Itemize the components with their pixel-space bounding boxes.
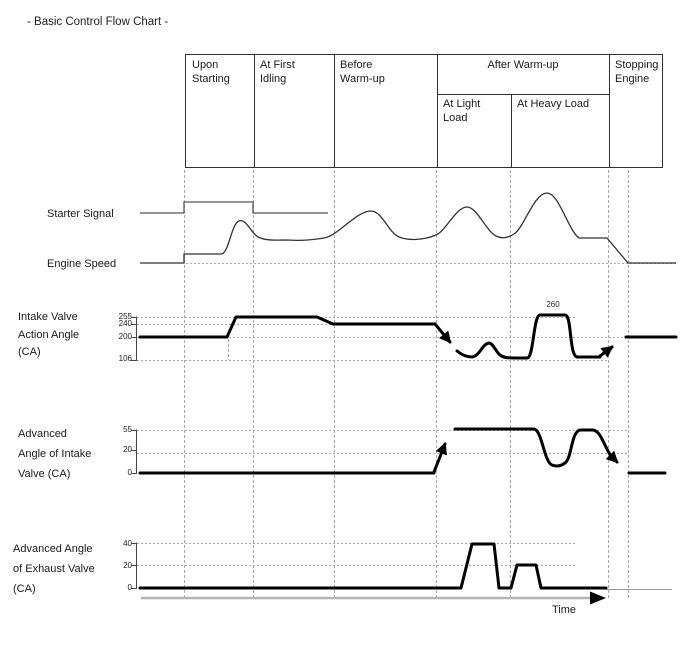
advance-intake-ticks xyxy=(131,430,136,474)
table-divider xyxy=(254,55,255,167)
phase-table: Upon Starting At First Idling Before War… xyxy=(185,54,663,168)
tick-0-intake: 0 xyxy=(127,468,132,477)
phase-at-first-idling: At First Idling xyxy=(260,59,295,85)
phase-before-warm-up: Before Warm-up xyxy=(340,59,385,85)
label-line: (CA) xyxy=(18,346,41,358)
advance-intake-label: Advanced Angle of Intake Valve (CA) xyxy=(18,424,91,484)
advance-exhaust-label: Advanced Angle of Exhaust Valve (CA) xyxy=(13,539,95,599)
tick-55: 55 xyxy=(123,425,132,434)
table-divider xyxy=(334,55,335,167)
engine-speed-label: Engine Speed xyxy=(47,258,117,270)
label-line: Action Angle xyxy=(18,328,80,341)
intake-action-trace xyxy=(138,313,678,360)
advance-exhaust-trace xyxy=(138,542,608,590)
label-line: Intake Valve xyxy=(18,311,78,323)
label-line: Angle of Intake xyxy=(18,448,92,460)
advance-intake-trace xyxy=(138,427,667,475)
advance-intake-rise-arrow xyxy=(432,442,447,474)
tick-240: 240 xyxy=(118,319,132,328)
time-axis xyxy=(141,591,606,605)
tick-106: 106 xyxy=(118,354,132,363)
peak-260-annotation: 260 xyxy=(546,300,560,309)
table-divider xyxy=(511,94,512,167)
time-axis-arrow-icon xyxy=(590,591,606,605)
tick-0-exhaust: 0 xyxy=(127,583,132,592)
starter-signal-label: Starter Signal xyxy=(47,208,114,220)
tick-20-exhaust: 20 xyxy=(123,561,132,570)
table-divider xyxy=(609,55,610,167)
intake-action-angle-label: Intake Valve Action Angle (CA) xyxy=(18,309,79,362)
phase-at-heavy-load: At Heavy Load xyxy=(517,98,590,110)
intake-drop-arrow xyxy=(433,322,452,344)
y-axes xyxy=(131,316,137,589)
tick-40: 40 xyxy=(123,539,132,548)
tick-255: 255 xyxy=(118,312,132,321)
time-axis-label: Time xyxy=(552,604,577,616)
phase-at-light-load: At Light Load xyxy=(443,98,481,124)
intake-action-low-and-peak xyxy=(455,313,602,360)
advance-intake-plateau xyxy=(453,427,613,468)
phase-upon-starting: Upon Starting xyxy=(192,59,230,85)
page-title: - Basic Control Flow Chart - xyxy=(27,16,169,28)
intake-rise-arrow xyxy=(598,345,614,358)
intake-action-main xyxy=(138,315,437,339)
label-line: Advanced xyxy=(18,428,67,440)
tick-20-intake: 20 xyxy=(123,445,132,454)
advance-intake-fall-arrow xyxy=(605,450,619,464)
advance-exhaust-ticks xyxy=(131,543,136,589)
label-line: (CA) xyxy=(13,583,36,595)
phase-after-warm-up: After Warm-up xyxy=(487,59,559,71)
starter-signal-trace xyxy=(140,201,328,214)
vertical-gridlines xyxy=(184,170,629,598)
horizontal-gridlines xyxy=(137,263,676,590)
tick-200: 200 xyxy=(118,332,132,341)
phase-stopping-engine: Stopping Engine xyxy=(615,59,659,85)
table-divider xyxy=(437,55,438,167)
table-divider xyxy=(437,94,610,95)
engine-speed-trace xyxy=(140,192,676,264)
label-line: Valve (CA) xyxy=(18,468,71,480)
label-line: of Exhaust Valve xyxy=(13,563,95,575)
intake-action-ticks xyxy=(131,317,136,361)
label-line: Advanced Angle xyxy=(13,543,93,555)
